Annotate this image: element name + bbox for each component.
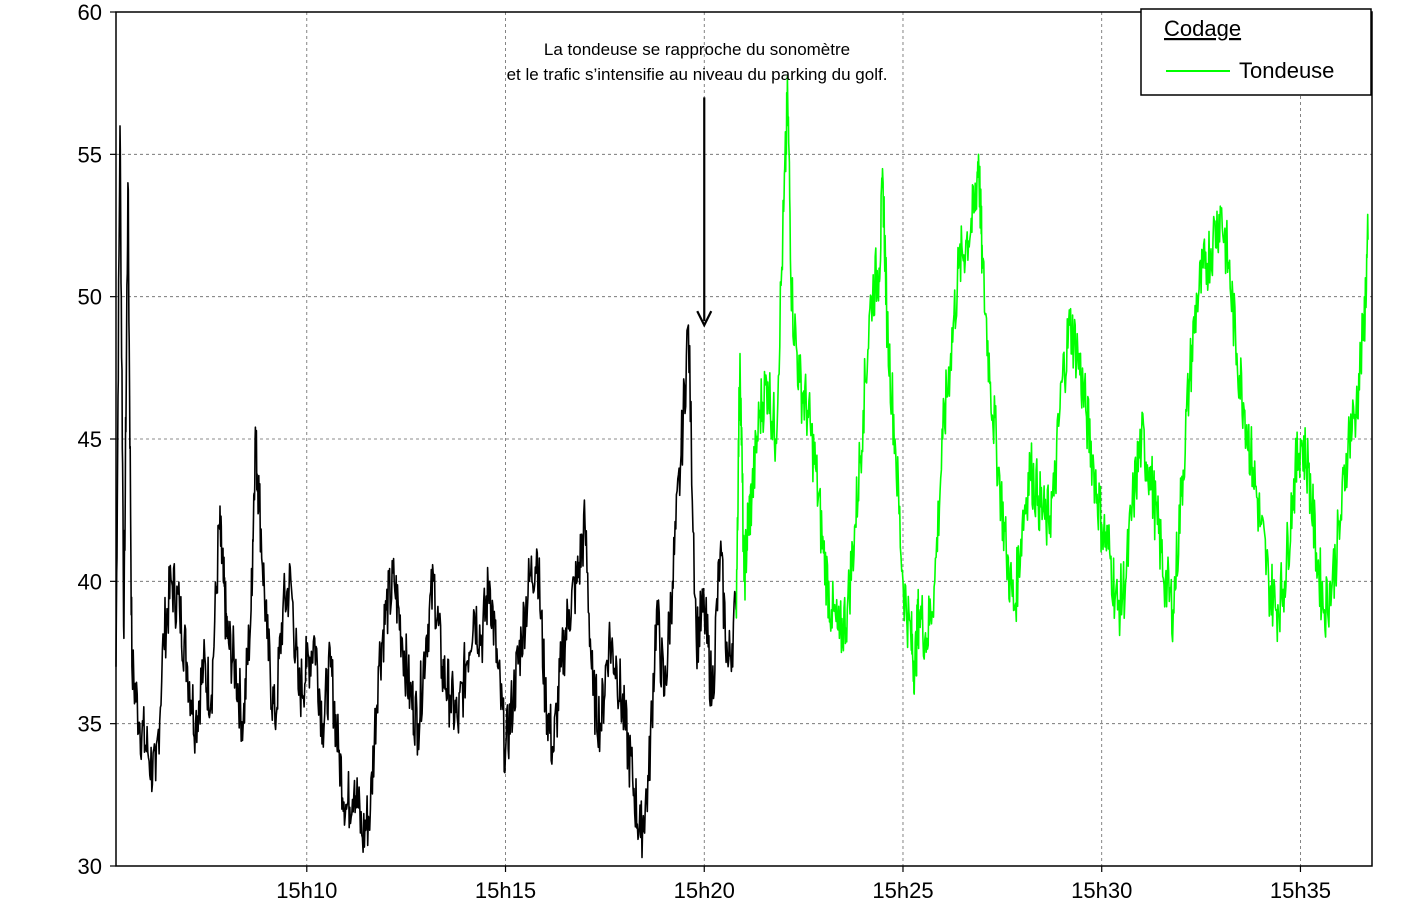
grid (116, 12, 1372, 866)
series-group (115, 75, 1369, 859)
y-tick-label: 55 (78, 142, 102, 167)
x-tick-label: 15h30 (1071, 878, 1132, 903)
series-line-black (115, 125, 737, 859)
y-tick-label: 45 (78, 427, 102, 452)
legend-label-tondeuse: Tondeuse (1239, 58, 1334, 83)
annotation-line-2: et le trafic s’intensifie au niveau du p… (507, 65, 888, 84)
x-tick-label: 15h15 (475, 878, 536, 903)
series-line-tondeuse (735, 75, 1369, 695)
annotation-arrow-head (696, 310, 713, 328)
y-tick-label: 60 (78, 0, 102, 25)
axes: 30 35 40 45 50 55 60 15h10 15h15 15h20 15h25 15h30 1… (78, 0, 1373, 903)
annotation: La tondeuse se rapproche du sonomètre et… (507, 40, 888, 328)
y-tick-label: 40 (78, 569, 102, 594)
x-tick-label: 15h25 (872, 878, 933, 903)
y-tick-label: 50 (78, 285, 102, 310)
x-tick-label: 15h10 (276, 878, 337, 903)
y-tick-label: 35 (78, 712, 102, 737)
y-tick-label: 30 (78, 854, 102, 879)
x-tick-label: 15h35 (1270, 878, 1331, 903)
x-tick-label: 15h20 (674, 878, 735, 903)
legend: Codage Tondeuse (1140, 8, 1372, 96)
legend-title: Codage (1164, 16, 1241, 41)
annotation-line-1: La tondeuse se rapproche du sonomètre (544, 40, 850, 59)
legend-box (1140, 8, 1372, 96)
